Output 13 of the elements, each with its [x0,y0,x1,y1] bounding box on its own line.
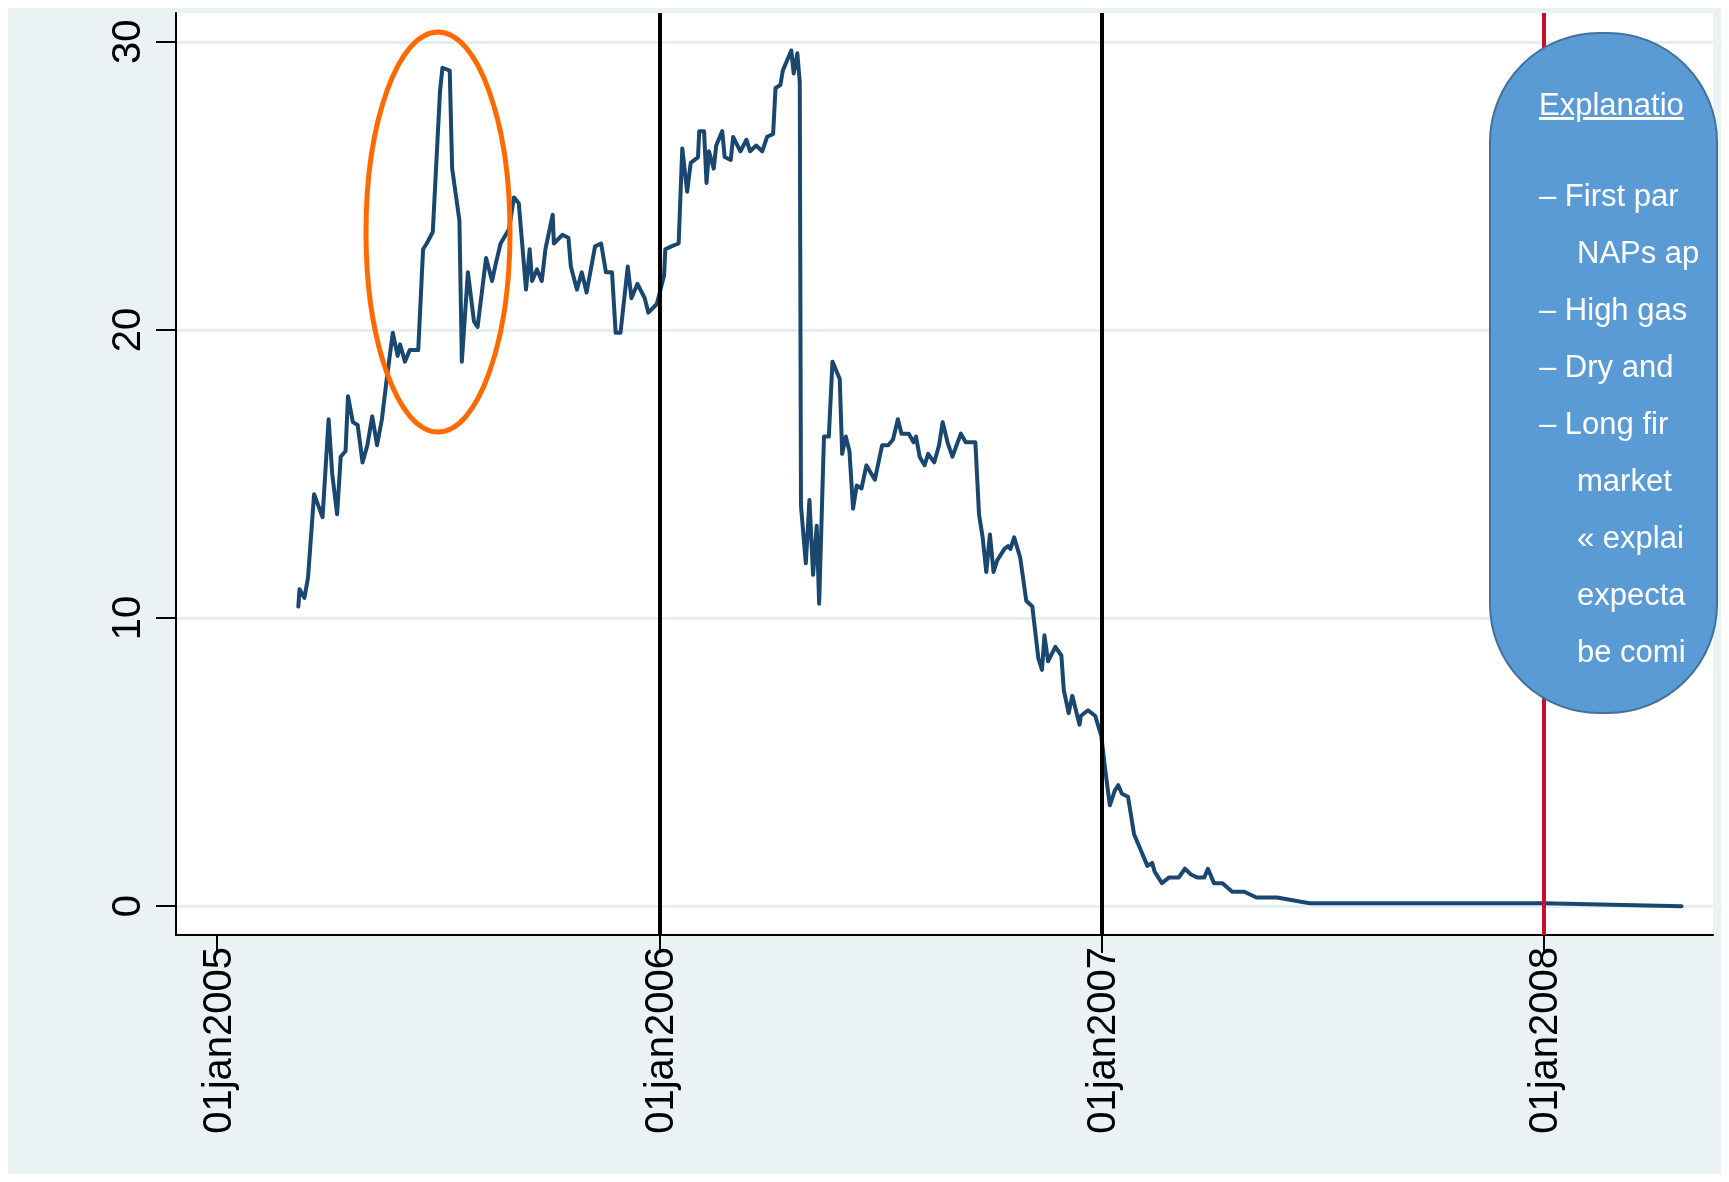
x-tick-label: 01jan2008 [1521,947,1566,1134]
y-tick-label: 30 [104,19,148,65]
annotation: – High gas [1539,291,1689,329]
x-tick-label: 01jan2007 [1079,947,1124,1134]
annotation: – Dry and [1539,348,1675,386]
annotation: – Long fir market « explai expecta be comi [1539,405,1687,671]
annotation: – First par NAPs ap [1539,177,1701,272]
y-tick-label: 0 [104,895,148,918]
x-tick-label: 01jan2005 [195,947,240,1134]
x-tick-label: 01jan2006 [637,947,682,1134]
annotation: Explanatio [1539,86,1685,124]
y-tick-label: 20 [104,307,148,353]
y-tick-label: 10 [104,595,148,641]
